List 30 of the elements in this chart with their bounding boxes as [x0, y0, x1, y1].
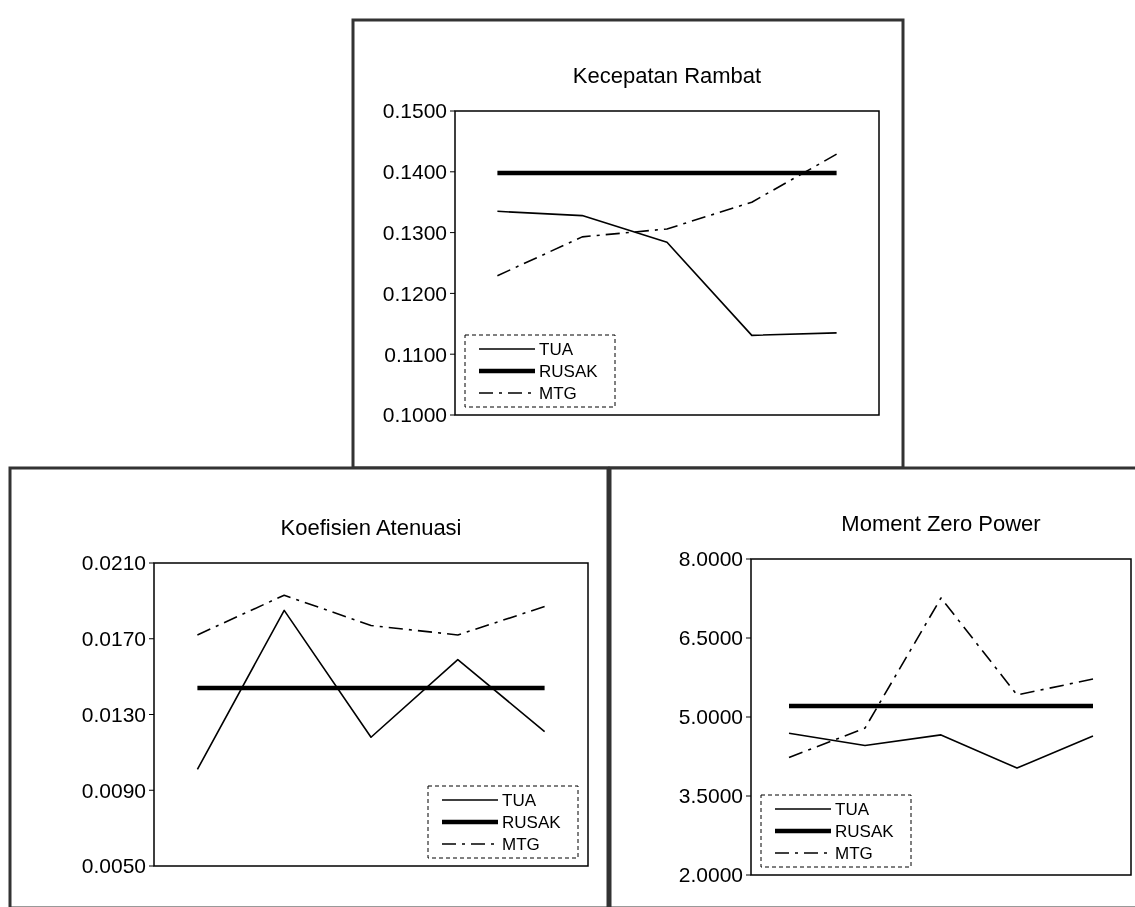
legend-label: TUA: [539, 339, 574, 359]
y-tick-label: 0.0170: [81, 627, 146, 651]
y-tick-label: 0.0130: [81, 702, 146, 726]
y-tick-label: 0.1400: [382, 160, 447, 184]
y-tick-label: 0.1000: [382, 403, 447, 427]
chart-title: Moment Zero Power: [841, 511, 1041, 536]
y-tick-label: 6.5000: [678, 626, 743, 650]
y-tick-label: 0.0050: [81, 854, 146, 878]
legend-label: RUSAK: [539, 361, 599, 381]
y-tick-label: 0.0090: [81, 778, 146, 802]
y-tick-label: 2.0000: [678, 863, 743, 887]
y-tick-label: 0.1200: [382, 281, 447, 305]
legend-label: RUSAK: [835, 821, 895, 841]
legend-label: MTG: [835, 843, 873, 863]
y-tick-label: 0.1100: [384, 342, 447, 366]
line-series: [196, 594, 546, 636]
legend-label: TUA: [835, 799, 870, 819]
legend-label: TUA: [502, 790, 537, 810]
chart-title: Kecepatan Rambat: [572, 63, 762, 88]
legend-label: RUSAK: [502, 812, 562, 832]
y-tick-label: 0.1300: [382, 220, 447, 244]
chart-title: Koefisien Atenuasi: [280, 515, 462, 540]
legend-label: MTG: [502, 834, 540, 854]
y-tick-label: 0.0210: [81, 551, 146, 575]
y-tick-label: 8.0000: [678, 547, 743, 571]
line-series: [196, 609, 546, 771]
legend-label: MTG: [539, 383, 577, 403]
y-tick-label: 3.5000: [678, 784, 743, 808]
y-tick-label: 0.1500: [382, 99, 447, 123]
y-tick-label: 5.0000: [678, 705, 743, 729]
